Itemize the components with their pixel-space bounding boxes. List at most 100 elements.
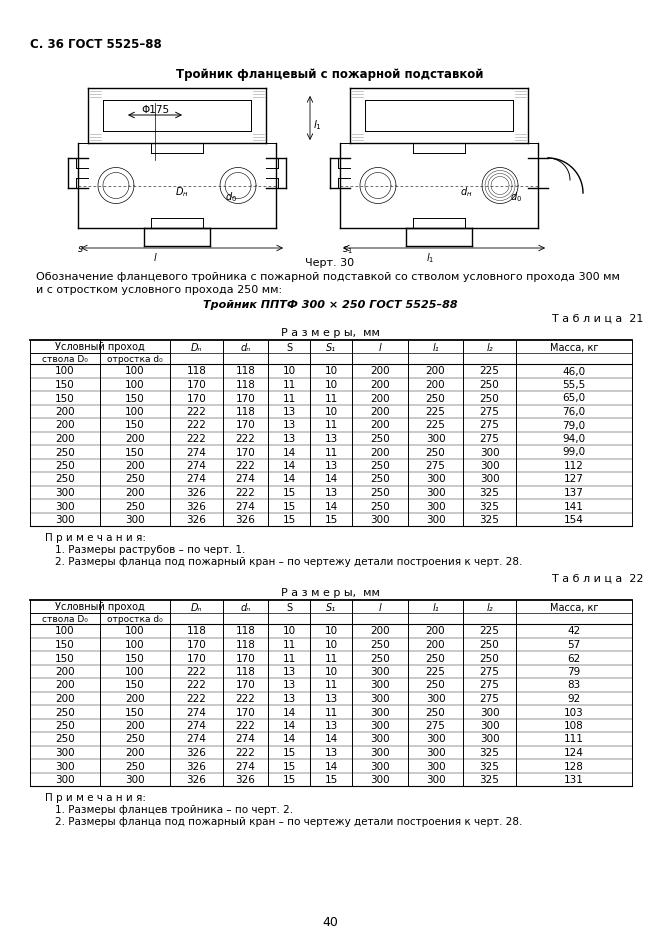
- Text: 2. Размеры фланца под пожарный кран – по чертежу детали построения к черт. 28.: 2. Размеры фланца под пожарный кран – по…: [55, 557, 522, 567]
- Text: 300: 300: [426, 515, 446, 525]
- Text: 14: 14: [325, 735, 338, 744]
- Text: 325: 325: [480, 775, 500, 785]
- Text: 200: 200: [55, 667, 75, 677]
- Text: l₁: l₁: [432, 343, 439, 353]
- Text: 225: 225: [426, 667, 446, 677]
- Text: 13: 13: [325, 461, 338, 471]
- Text: 14: 14: [282, 735, 295, 744]
- Text: Тройник ППТФ 300 × 250 ГОСТ 5525–88: Тройник ППТФ 300 × 250 ГОСТ 5525–88: [203, 300, 457, 310]
- Text: 225: 225: [426, 407, 446, 417]
- Text: 15: 15: [282, 762, 295, 771]
- Text: 100: 100: [125, 380, 145, 390]
- Text: 14: 14: [282, 721, 295, 731]
- Text: 275: 275: [480, 407, 500, 417]
- Text: 222: 222: [235, 488, 255, 498]
- Text: 11: 11: [325, 708, 338, 718]
- Text: отростка d₀: отростка d₀: [107, 615, 163, 624]
- Text: 300: 300: [480, 461, 499, 471]
- Text: $d_0$: $d_0$: [225, 190, 237, 204]
- Text: 118: 118: [186, 626, 206, 636]
- Text: 200: 200: [55, 434, 75, 444]
- Text: 326: 326: [186, 488, 206, 498]
- Text: 300: 300: [426, 502, 446, 511]
- Text: Условный проход: Условный проход: [55, 342, 145, 352]
- Text: 250: 250: [125, 762, 145, 771]
- Text: 325: 325: [480, 762, 500, 771]
- Text: 14: 14: [282, 475, 295, 485]
- Text: 200: 200: [125, 694, 145, 704]
- Text: 222: 222: [186, 420, 206, 431]
- Text: 14: 14: [325, 475, 338, 485]
- Text: 300: 300: [55, 775, 75, 785]
- Text: 11: 11: [325, 680, 338, 691]
- Text: Т а б л и ц а  21: Т а б л и ц а 21: [552, 314, 643, 324]
- Text: 274: 274: [186, 721, 206, 731]
- Text: Условный проход: Условный проход: [55, 602, 145, 612]
- Text: 274: 274: [186, 475, 206, 485]
- Text: 250: 250: [55, 735, 75, 744]
- Text: 150: 150: [125, 708, 145, 718]
- Text: 250: 250: [370, 502, 390, 511]
- Text: 118: 118: [235, 640, 255, 650]
- Text: 200: 200: [125, 748, 145, 758]
- Text: 300: 300: [426, 735, 446, 744]
- Text: 250: 250: [370, 475, 390, 485]
- Text: 137: 137: [564, 488, 584, 498]
- Text: 127: 127: [564, 475, 584, 485]
- Text: l: l: [379, 343, 381, 353]
- Text: S: S: [286, 343, 292, 353]
- Text: 200: 200: [426, 367, 446, 376]
- Text: 170: 170: [186, 393, 206, 403]
- Text: 274: 274: [235, 475, 255, 485]
- Text: 118: 118: [235, 626, 255, 636]
- Text: П р и м е ч а н и я:: П р и м е ч а н и я:: [45, 793, 146, 803]
- Text: 150: 150: [55, 393, 75, 403]
- Text: 300: 300: [125, 515, 145, 525]
- Text: l₂: l₂: [486, 343, 493, 353]
- Text: 1. Размеры фланцев тройника – по черт. 2.: 1. Размеры фланцев тройника – по черт. 2…: [55, 805, 293, 815]
- Text: 200: 200: [370, 447, 390, 458]
- Text: 222: 222: [235, 721, 255, 731]
- Text: 275: 275: [480, 694, 500, 704]
- Text: 300: 300: [426, 775, 446, 785]
- Text: 200: 200: [125, 434, 145, 444]
- Text: 225: 225: [426, 420, 446, 431]
- Text: 170: 170: [235, 708, 255, 718]
- Text: 42: 42: [567, 626, 580, 636]
- Text: 250: 250: [370, 461, 390, 471]
- Text: 300: 300: [125, 775, 145, 785]
- Text: 326: 326: [186, 748, 206, 758]
- Text: 250: 250: [426, 393, 446, 403]
- Text: 325: 325: [480, 502, 500, 511]
- Text: 300: 300: [426, 434, 446, 444]
- Text: 274: 274: [235, 762, 255, 771]
- Text: 250: 250: [426, 708, 446, 718]
- Text: 170: 170: [235, 680, 255, 691]
- Text: 170: 170: [235, 393, 255, 403]
- Text: 222: 222: [186, 434, 206, 444]
- Text: 250: 250: [370, 488, 390, 498]
- Text: 200: 200: [125, 461, 145, 471]
- Text: 100: 100: [125, 407, 145, 417]
- Text: 325: 325: [480, 488, 500, 498]
- Text: 326: 326: [186, 775, 206, 785]
- Text: 150: 150: [125, 420, 145, 431]
- Text: 200: 200: [370, 367, 390, 376]
- Text: 100: 100: [125, 640, 145, 650]
- Text: 10: 10: [282, 626, 295, 636]
- Text: 118: 118: [235, 407, 255, 417]
- Text: 100: 100: [125, 626, 145, 636]
- Text: Т а б л и ц а  22: Т а б л и ц а 22: [552, 574, 644, 584]
- Text: Р а з м е р ы,  мм: Р а з м е р ы, мм: [280, 588, 379, 598]
- Text: 79: 79: [567, 667, 580, 677]
- Text: s: s: [78, 244, 83, 254]
- Text: 108: 108: [564, 721, 584, 731]
- Text: Dₙ: Dₙ: [191, 603, 202, 613]
- Text: 300: 300: [480, 721, 499, 731]
- Text: 11: 11: [325, 393, 338, 403]
- Text: 300: 300: [370, 735, 390, 744]
- Text: 300: 300: [480, 708, 499, 718]
- Text: 13: 13: [282, 667, 295, 677]
- Text: 300: 300: [370, 515, 390, 525]
- Text: 92: 92: [567, 694, 580, 704]
